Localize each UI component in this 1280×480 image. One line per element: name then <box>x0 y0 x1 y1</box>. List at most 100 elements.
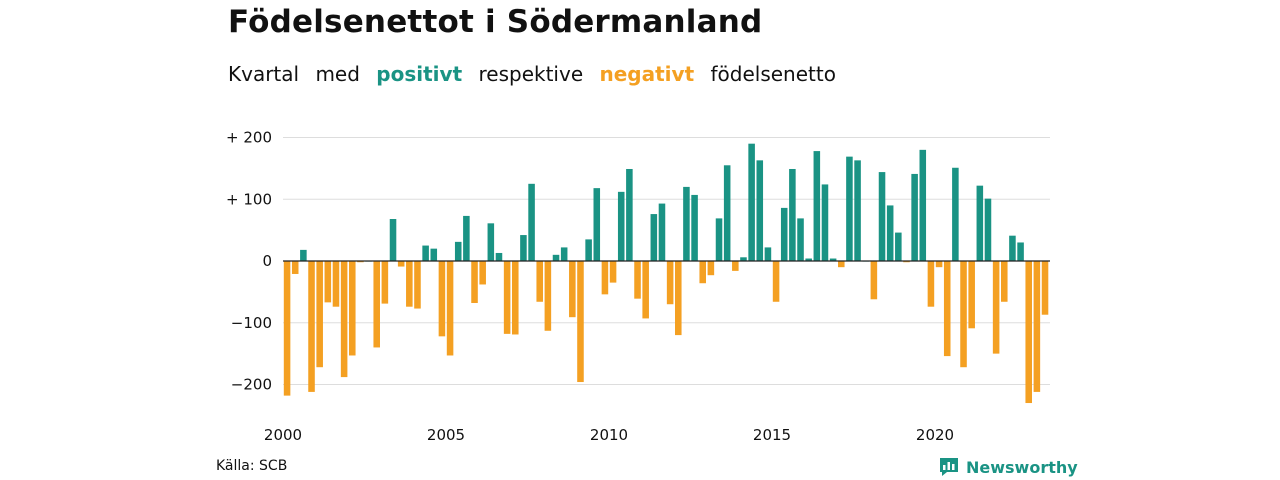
bar <box>454 241 462 261</box>
bar <box>503 261 511 334</box>
bar <box>968 261 975 329</box>
bar <box>707 261 715 276</box>
bar <box>560 247 568 261</box>
bar <box>349 261 356 356</box>
bar <box>764 247 772 261</box>
subtitle-negative-word: negativt <box>599 62 695 86</box>
bar <box>593 188 601 261</box>
subtitle-word: födelsenetto <box>710 62 836 86</box>
bar <box>1009 235 1016 261</box>
y-tick-label: −100 <box>231 314 272 332</box>
bar <box>740 257 747 262</box>
bar <box>895 232 902 261</box>
bar <box>324 261 332 303</box>
bar <box>976 185 984 261</box>
bar <box>512 261 519 335</box>
bar <box>300 249 307 261</box>
bar <box>1033 261 1041 392</box>
brand-name: Newsworthy <box>966 457 1078 477</box>
bar <box>316 261 323 368</box>
bar <box>821 184 829 261</box>
bar <box>854 160 861 261</box>
bar <box>911 173 918 261</box>
bar <box>952 167 959 261</box>
bar <box>609 261 617 283</box>
bar <box>544 261 552 331</box>
bar <box>919 149 927 261</box>
bar <box>585 239 592 261</box>
y-tick-label: 0 <box>262 252 272 270</box>
bar <box>1001 261 1008 302</box>
x-tick-label: 2020 <box>916 426 954 444</box>
bar <box>283 261 291 396</box>
bar <box>789 168 796 261</box>
bar <box>927 261 935 307</box>
bar <box>658 203 666 261</box>
bar <box>829 258 837 261</box>
y-tick-label: + 100 <box>226 190 272 208</box>
x-tick-label: 2015 <box>753 426 791 444</box>
bar <box>666 261 674 305</box>
bar <box>617 191 625 261</box>
bar <box>642 261 649 319</box>
subtitle-word: respektive <box>478 62 584 86</box>
bar <box>797 218 804 261</box>
bar <box>577 261 584 383</box>
bar <box>650 214 658 261</box>
bar <box>381 261 389 304</box>
bar <box>756 160 764 261</box>
bar <box>813 151 821 261</box>
bar <box>340 261 348 378</box>
bar <box>838 261 845 268</box>
bar <box>780 207 788 261</box>
bar <box>397 261 405 267</box>
bar <box>846 156 853 261</box>
bar <box>373 261 380 348</box>
subtitle-positive-word: positivt <box>376 62 463 86</box>
bar <box>675 261 682 336</box>
bar <box>691 194 698 261</box>
y-tick-label: −200 <box>231 376 272 394</box>
chart-title: Födelsenettot i Södermanland <box>228 4 763 40</box>
subtitle-word: med <box>315 62 360 86</box>
x-tick-label: 2005 <box>427 426 465 444</box>
bar <box>495 252 503 261</box>
newsworthy-icon <box>940 458 958 476</box>
source-note: Källa: SCB <box>216 458 288 474</box>
bar <box>291 261 299 274</box>
bar <box>520 235 527 261</box>
bar <box>1017 242 1024 261</box>
bar <box>463 215 470 261</box>
bar <box>1025 261 1032 404</box>
bar <box>422 245 429 261</box>
bar <box>389 219 397 261</box>
bar <box>569 261 576 318</box>
bar <box>943 261 951 357</box>
brand-logo[interactable]: Newsworthy <box>938 456 1078 478</box>
bar <box>528 183 535 261</box>
bar <box>357 261 364 263</box>
bar <box>935 261 943 268</box>
bar <box>683 186 690 261</box>
bar <box>960 261 967 368</box>
bar <box>552 254 560 261</box>
bar <box>748 143 755 262</box>
bar <box>414 261 421 309</box>
bar <box>870 261 878 300</box>
bar <box>626 168 633 261</box>
y-tick-label: + 200 <box>226 129 272 147</box>
bar <box>430 248 438 261</box>
bar <box>903 261 910 263</box>
bar <box>886 205 894 262</box>
bar <box>634 261 641 299</box>
bar <box>438 261 446 337</box>
bar <box>601 261 609 295</box>
bar <box>536 261 543 302</box>
subtitle-word: Kvartal <box>228 62 300 86</box>
bar <box>332 261 340 307</box>
bar <box>308 261 315 392</box>
bar <box>772 261 780 302</box>
bar <box>487 223 495 261</box>
x-tick-label: 2010 <box>590 426 628 444</box>
bar <box>732 261 739 271</box>
